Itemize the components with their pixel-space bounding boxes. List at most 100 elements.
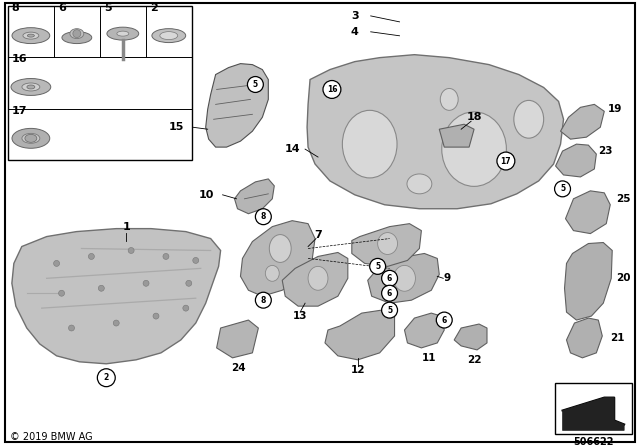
Text: 2: 2 xyxy=(150,3,157,13)
Text: 14: 14 xyxy=(284,144,300,154)
Circle shape xyxy=(54,260,60,267)
Text: 20: 20 xyxy=(616,273,630,283)
Text: 5: 5 xyxy=(104,3,111,13)
Text: 8: 8 xyxy=(260,212,266,221)
Text: 8: 8 xyxy=(260,296,266,305)
Polygon shape xyxy=(234,179,275,214)
Ellipse shape xyxy=(394,265,415,291)
Text: 6: 6 xyxy=(442,315,447,324)
Text: 17: 17 xyxy=(500,156,511,165)
Ellipse shape xyxy=(442,112,506,186)
Ellipse shape xyxy=(22,83,40,91)
Polygon shape xyxy=(404,313,444,348)
Text: 4: 4 xyxy=(351,27,359,37)
Text: 23: 23 xyxy=(598,146,613,156)
Circle shape xyxy=(59,290,65,296)
Ellipse shape xyxy=(62,32,92,43)
Polygon shape xyxy=(325,310,394,360)
Text: 5: 5 xyxy=(375,262,380,271)
Text: 6: 6 xyxy=(58,3,66,13)
Ellipse shape xyxy=(70,29,84,39)
Circle shape xyxy=(381,302,397,318)
Circle shape xyxy=(248,77,263,92)
Polygon shape xyxy=(561,104,604,139)
Circle shape xyxy=(68,325,74,331)
Ellipse shape xyxy=(266,265,279,281)
Text: 10: 10 xyxy=(198,190,214,200)
Polygon shape xyxy=(566,191,611,233)
Text: 18: 18 xyxy=(467,112,482,122)
Circle shape xyxy=(183,305,189,311)
Text: 5: 5 xyxy=(253,80,258,89)
Ellipse shape xyxy=(25,134,37,142)
Circle shape xyxy=(555,181,570,197)
Circle shape xyxy=(113,320,119,326)
Circle shape xyxy=(497,152,515,170)
Polygon shape xyxy=(282,253,348,306)
Text: 6: 6 xyxy=(387,289,392,298)
Polygon shape xyxy=(12,228,221,364)
Polygon shape xyxy=(307,55,564,209)
Text: © 2019 BMW AG: © 2019 BMW AG xyxy=(10,432,93,442)
Text: 25: 25 xyxy=(616,194,630,204)
Ellipse shape xyxy=(23,32,39,39)
Text: 5: 5 xyxy=(560,185,565,194)
Circle shape xyxy=(255,209,271,224)
Text: 5: 5 xyxy=(387,306,392,314)
Circle shape xyxy=(381,270,397,286)
Ellipse shape xyxy=(117,31,129,36)
Text: 506622: 506622 xyxy=(573,437,614,448)
Text: 3: 3 xyxy=(351,11,358,21)
Bar xyxy=(555,383,632,435)
Text: 6: 6 xyxy=(387,274,392,283)
Text: 7: 7 xyxy=(314,229,322,240)
Text: 8: 8 xyxy=(12,3,20,13)
Circle shape xyxy=(99,285,104,291)
Bar xyxy=(8,6,192,160)
Polygon shape xyxy=(563,397,624,431)
Text: 22: 22 xyxy=(467,355,481,365)
Polygon shape xyxy=(352,224,421,267)
Text: 16: 16 xyxy=(326,85,337,94)
Circle shape xyxy=(97,369,115,387)
Circle shape xyxy=(370,258,386,274)
Circle shape xyxy=(186,280,192,286)
Circle shape xyxy=(255,292,271,308)
Text: 16: 16 xyxy=(12,54,28,65)
Ellipse shape xyxy=(107,27,139,40)
Polygon shape xyxy=(454,324,487,350)
Ellipse shape xyxy=(27,85,35,89)
Text: 17: 17 xyxy=(12,106,28,116)
Circle shape xyxy=(88,254,94,259)
Circle shape xyxy=(323,81,341,99)
Ellipse shape xyxy=(440,88,458,110)
Ellipse shape xyxy=(269,235,291,263)
Circle shape xyxy=(381,285,397,301)
Circle shape xyxy=(436,312,452,328)
Polygon shape xyxy=(368,254,439,303)
Polygon shape xyxy=(241,221,315,296)
Text: 24: 24 xyxy=(231,363,246,373)
Ellipse shape xyxy=(514,100,543,138)
Circle shape xyxy=(153,313,159,319)
Ellipse shape xyxy=(378,233,397,254)
Ellipse shape xyxy=(22,134,40,143)
Circle shape xyxy=(193,258,199,263)
Circle shape xyxy=(163,254,169,259)
Ellipse shape xyxy=(407,174,432,194)
Text: 9: 9 xyxy=(444,273,451,283)
Text: 12: 12 xyxy=(351,365,365,375)
Text: 1: 1 xyxy=(122,222,130,232)
Text: 21: 21 xyxy=(611,333,625,343)
Text: 13: 13 xyxy=(293,311,307,321)
Ellipse shape xyxy=(28,34,35,37)
Polygon shape xyxy=(564,242,612,320)
Text: 11: 11 xyxy=(422,353,436,363)
Text: 15: 15 xyxy=(168,122,184,132)
Circle shape xyxy=(143,280,149,286)
Text: 19: 19 xyxy=(608,104,623,114)
Ellipse shape xyxy=(152,29,186,43)
Ellipse shape xyxy=(12,129,50,148)
Text: 2: 2 xyxy=(104,373,109,382)
Polygon shape xyxy=(556,144,596,177)
